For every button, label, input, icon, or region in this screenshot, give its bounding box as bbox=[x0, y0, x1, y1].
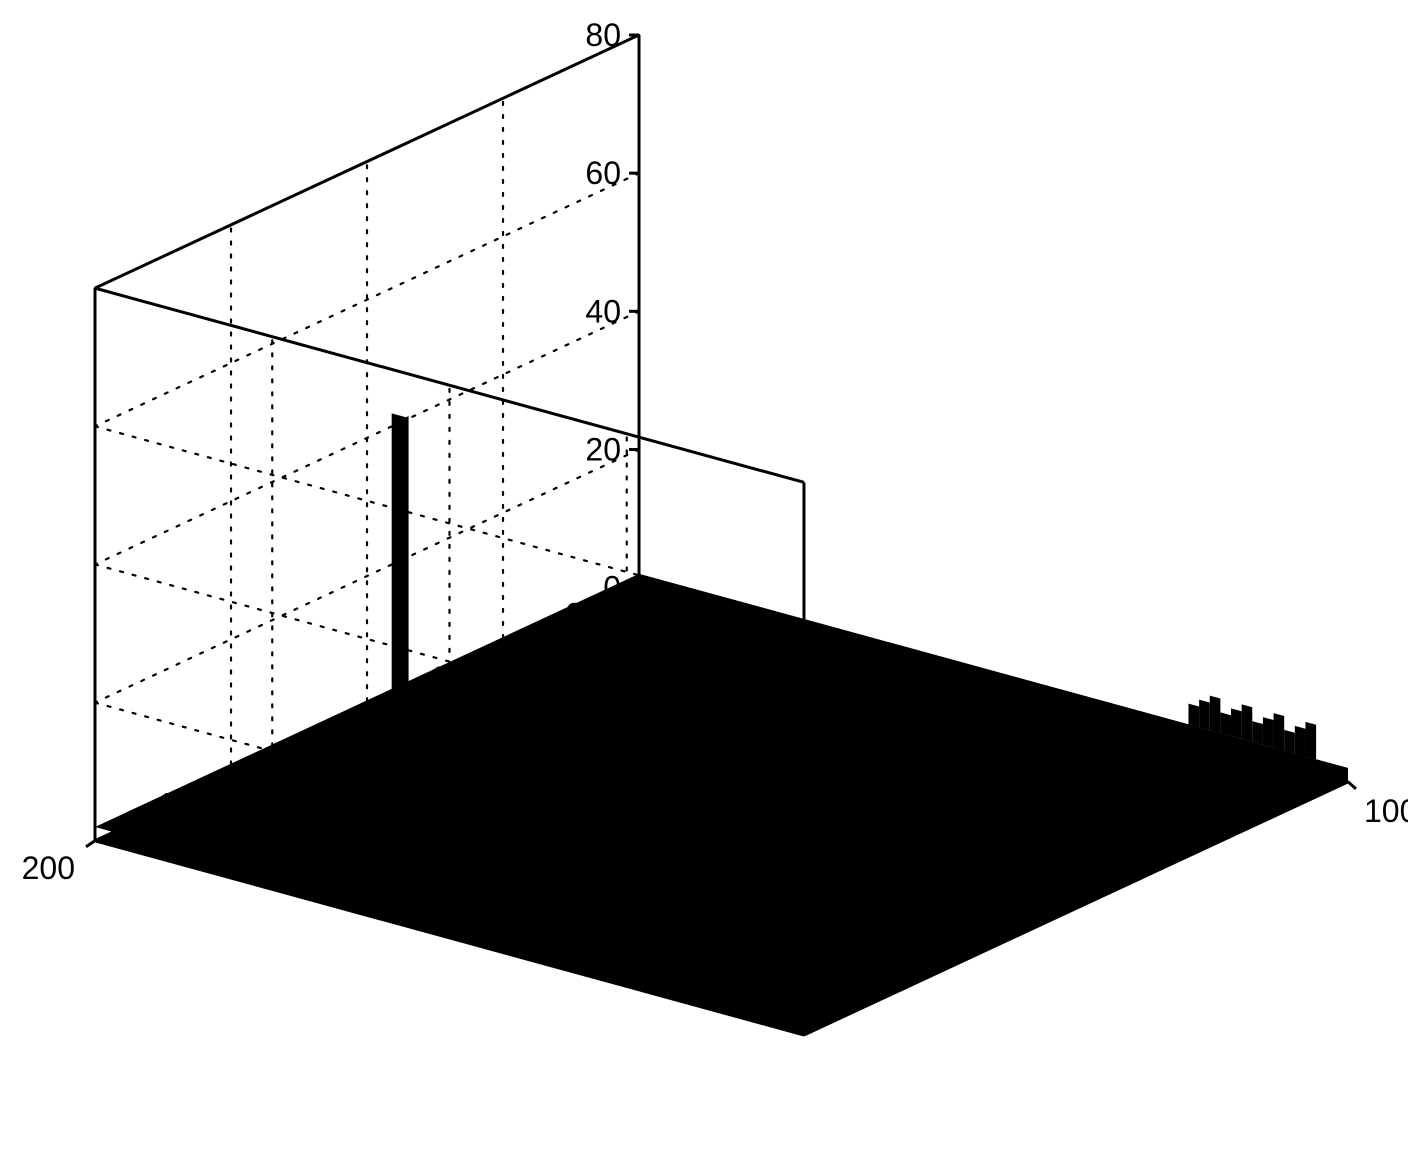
z-tick-label: 20 bbox=[585, 431, 621, 467]
y-tick-label: -200 bbox=[555, 597, 619, 633]
y-tick-label: -100 bbox=[419, 660, 483, 696]
x-tick-label: 0 bbox=[1010, 696, 1028, 732]
surface-3d-plot: 020406080-200-1000100200-100-50050100 bbox=[0, 0, 1408, 1165]
y-tick-label: 100 bbox=[158, 786, 211, 822]
y-tick-label: 0 bbox=[329, 723, 347, 759]
x-tick-label: 50 bbox=[1187, 744, 1223, 780]
y-tick-label: 200 bbox=[22, 850, 75, 886]
x-tick-label: 100 bbox=[1364, 793, 1408, 829]
z-tick-label: 40 bbox=[585, 293, 621, 329]
z-tick-label: 80 bbox=[585, 17, 621, 53]
z-tick-label: 60 bbox=[585, 155, 621, 191]
x-tick-label: -50 bbox=[832, 647, 878, 683]
x-tick-label: -100 bbox=[655, 599, 719, 635]
